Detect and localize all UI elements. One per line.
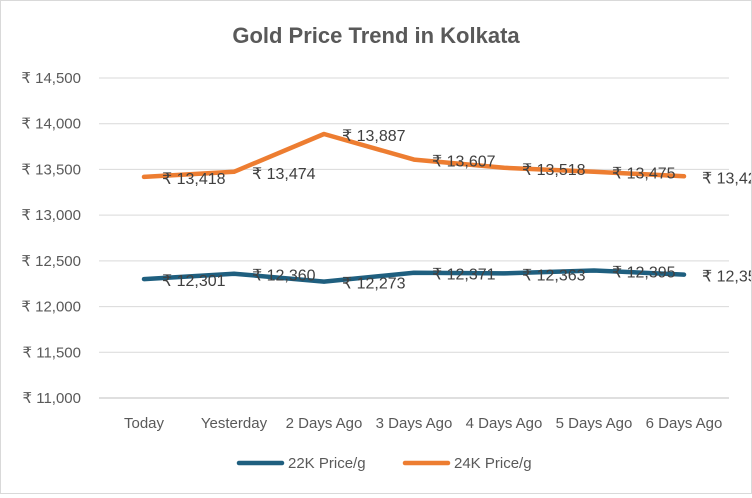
x-axis-ticks: Today Yesterday 2 Days Ago 3 Days Ago 4 Days… [124, 415, 722, 432]
data-point [682, 272, 686, 277]
data-label: ₹ 12,395 [612, 264, 676, 281]
data-label: ₹ 12,363 [522, 267, 586, 284]
data-point [592, 169, 596, 174]
data-label: ₹ 13,518 [522, 162, 586, 179]
y-tick-label: ₹ 11,000 [23, 390, 81, 407]
x-tick-label: 3 Days Ago [376, 415, 453, 432]
legend: 22K Price/g 24K Price/g [236, 455, 532, 472]
data-label: ₹ 12,360 [252, 268, 316, 285]
data-label: ₹ 13,887 [342, 128, 406, 145]
data-point [502, 271, 506, 276]
data-label: ₹ 13,418 [162, 171, 226, 188]
data-point [232, 271, 236, 276]
legend-label: 24K Price/g [454, 455, 532, 472]
y-tick-label: ₹ 14,500 [21, 70, 81, 87]
data-point [142, 174, 146, 179]
data-point [232, 169, 236, 174]
data-point [322, 132, 326, 137]
data-point [322, 279, 326, 284]
x-tick-label: Yesterday [201, 415, 268, 432]
data-label: ₹ 12,350 [702, 269, 751, 286]
y-tick-label: ₹ 11,500 [23, 344, 81, 361]
y-tick-label: ₹ 13,500 [21, 161, 81, 178]
x-tick-label: 6 Days Ago [646, 415, 723, 432]
x-tick-label: 4 Days Ago [466, 415, 543, 432]
data-label: ₹ 13,607 [432, 154, 496, 171]
y-tick-label: ₹ 14,000 [21, 116, 81, 133]
x-tick-label: 5 Days Ago [556, 415, 633, 432]
data-label: ₹ 13,475 [612, 166, 676, 183]
data-label: ₹ 12,371 [432, 267, 496, 284]
data-label: ₹ 12,273 [342, 276, 406, 293]
gridlines [99, 77, 729, 399]
data-point [592, 268, 596, 273]
data-point [412, 157, 416, 162]
data-label: ₹ 13,425 [702, 170, 751, 187]
x-tick-label: 2 Days Ago [286, 415, 363, 432]
data-label: ₹ 12,301 [162, 273, 226, 290]
data-point [142, 277, 146, 282]
series-lines [141, 131, 687, 284]
data-point [412, 270, 416, 275]
chart-title: Gold Price Trend in Kolkata [232, 23, 520, 48]
data-label: ₹ 13,474 [252, 166, 316, 183]
y-tick-label: ₹ 12,000 [21, 299, 81, 316]
x-tick-label: Today [124, 415, 165, 432]
y-tick-label: ₹ 13,000 [21, 207, 81, 224]
data-labels: ₹ 12,301 ₹ 12,360 ₹ 12,273 ₹ 12,371 ₹ 12,363… [162, 128, 752, 293]
data-point [682, 174, 686, 179]
y-tick-label: ₹ 12,500 [21, 253, 81, 270]
data-point [502, 165, 506, 170]
legend-label: 22K Price/g [288, 455, 366, 472]
y-axis-ticks: ₹ 11,000 ₹ 11,500 ₹ 12,000 ₹ 12,500 ₹ 13,000… [21, 70, 81, 407]
